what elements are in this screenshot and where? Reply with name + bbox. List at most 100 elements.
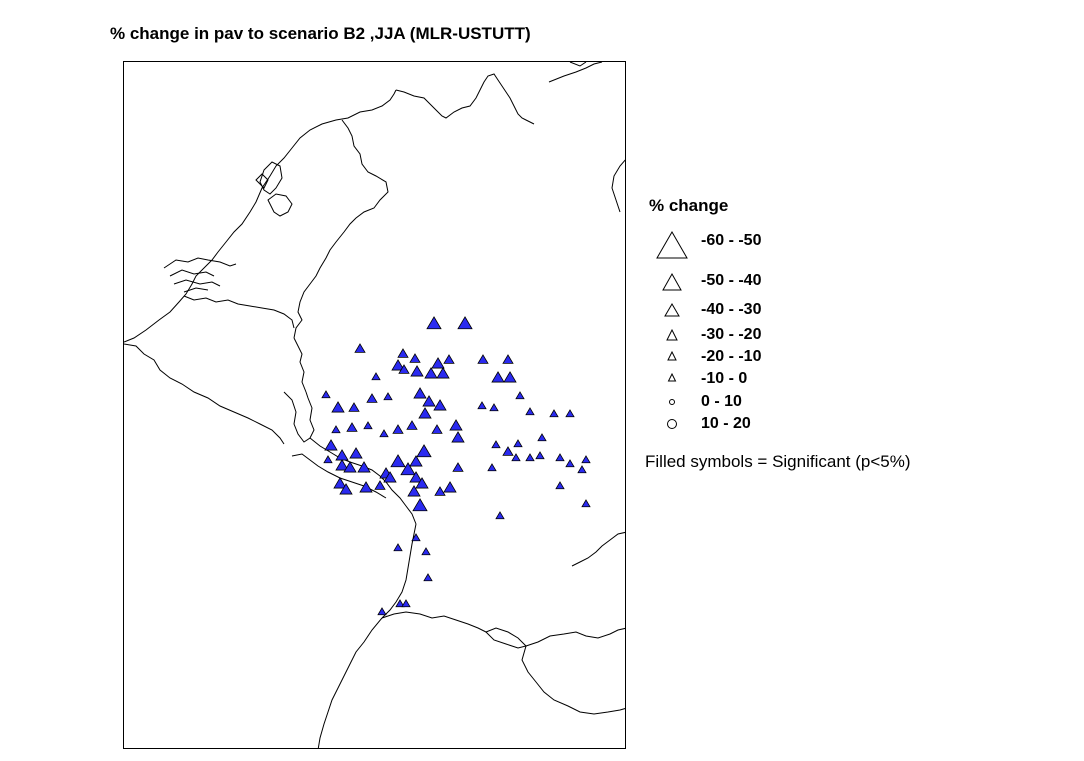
station-marker-triangle [418, 407, 432, 419]
station-marker-triangle [379, 429, 389, 438]
station-marker-triangle [502, 354, 514, 364]
station-marker-triangle [366, 393, 378, 403]
legend-note: Filled symbols = Significant (p<5%) [645, 452, 911, 471]
station-marker-triangle [400, 462, 416, 476]
border-lux [283, 391, 315, 443]
legend-label: -50 - -40 [701, 272, 762, 289]
station-marker-triangle [406, 420, 418, 430]
station-marker-triangle [383, 392, 393, 401]
station-markers [321, 316, 591, 616]
station-marker-triangle [374, 480, 386, 490]
station-marker-triangle [555, 481, 565, 490]
flevoland [267, 193, 293, 217]
station-marker-triangle [477, 401, 487, 410]
map-canvas [124, 62, 625, 748]
station-marker-triangle [410, 365, 424, 377]
station-marker-triangle [398, 364, 410, 374]
legend-label: -30 - -20 [701, 326, 762, 343]
station-marker-triangle [401, 599, 411, 608]
station-marker-triangle [503, 371, 517, 383]
border-be-fr [124, 343, 285, 445]
station-marker-triangle [495, 511, 505, 520]
legend-label: -10 - 0 [701, 370, 748, 387]
station-marker-triangle [537, 433, 547, 442]
legend-title: % change [649, 196, 729, 215]
coastline-ne [548, 62, 603, 83]
station-marker-triangle [321, 390, 331, 399]
station-marker-triangle [415, 477, 429, 489]
station-marker-triangle [513, 439, 523, 448]
station-marker-triangle [395, 599, 405, 608]
station-marker-triangle [565, 409, 575, 418]
station-marker-triangle [433, 399, 447, 411]
border-ch-at [521, 645, 625, 715]
station-marker-triangle [333, 477, 347, 489]
ijsselmeer [259, 161, 283, 195]
lake-constance [485, 627, 527, 649]
station-marker-triangle [565, 459, 575, 468]
legend-label: -60 - -50 [701, 232, 762, 249]
station-marker-triangle [383, 471, 397, 483]
polder-north [255, 173, 269, 189]
legend-symbol-triangle [667, 373, 677, 382]
station-marker-triangle [391, 359, 405, 371]
border-de-cz [571, 531, 625, 567]
legend-symbol-large-triangle [656, 230, 688, 259]
station-marker-triangle [451, 431, 465, 443]
station-marker-triangle [477, 354, 489, 364]
station-marker-triangle [409, 471, 423, 483]
country-borders [124, 62, 625, 748]
legend-label: 0 - 10 [701, 393, 742, 410]
map-title: % change in pav to scenario B2 ,JJA (MLR… [110, 24, 531, 43]
station-marker-triangle [390, 454, 406, 468]
border-nl-de [293, 119, 389, 339]
legend-symbol-circle [667, 419, 677, 429]
station-marker-triangle [491, 440, 501, 449]
legend-symbol-circle [669, 399, 675, 405]
legend: % change -60 - -50 -50 - -40 -40 - -30 -… [645, 196, 1065, 486]
station-marker-triangle [511, 453, 521, 462]
station-marker-triangle [489, 403, 499, 412]
station-marker-triangle [555, 453, 565, 462]
border-de-pl [611, 159, 625, 213]
station-marker-triangle [426, 316, 442, 330]
station-marker-triangle [535, 451, 545, 460]
station-marker-triangle [346, 422, 358, 432]
station-marker-triangle [377, 607, 387, 616]
legend-symbol-triangle [667, 351, 677, 361]
station-marker-triangle [421, 547, 431, 556]
zeeland-3 [173, 279, 221, 287]
station-marker-triangle [331, 401, 345, 413]
station-marker-triangle [416, 444, 432, 458]
station-marker-triangle [409, 353, 421, 363]
station-marker-triangle [434, 486, 446, 496]
station-marker-triangle [436, 367, 450, 379]
station-marker-triangle [431, 357, 445, 369]
station-marker-triangle [431, 424, 443, 434]
station-marker-triangle [357, 461, 371, 473]
zeeland-4 [183, 287, 209, 293]
station-marker-triangle [354, 343, 366, 353]
station-marker-triangle [525, 407, 535, 416]
station-marker-triangle [452, 462, 464, 472]
station-marker-triangle [409, 455, 423, 467]
station-marker-triangle [359, 481, 373, 493]
station-marker-triangle [487, 463, 497, 472]
station-marker-triangle [397, 348, 409, 358]
border-fr-de [309, 437, 417, 525]
station-marker-triangle [412, 498, 428, 512]
map-frame [123, 61, 626, 749]
station-marker-triangle [457, 316, 473, 330]
station-marker-triangle [335, 459, 349, 471]
station-marker-triangle [515, 391, 525, 400]
island-ne [569, 62, 587, 67]
station-marker-triangle [393, 543, 403, 552]
station-marker-triangle [449, 419, 463, 431]
legend-label: 10 - 20 [701, 415, 751, 432]
station-marker-triangle [413, 387, 427, 399]
zeeland-2 [169, 269, 215, 277]
zeeland-1 [163, 257, 237, 269]
legend-label: -40 - -30 [701, 301, 762, 318]
station-marker-triangle [423, 573, 433, 582]
coastline-west [124, 89, 397, 343]
